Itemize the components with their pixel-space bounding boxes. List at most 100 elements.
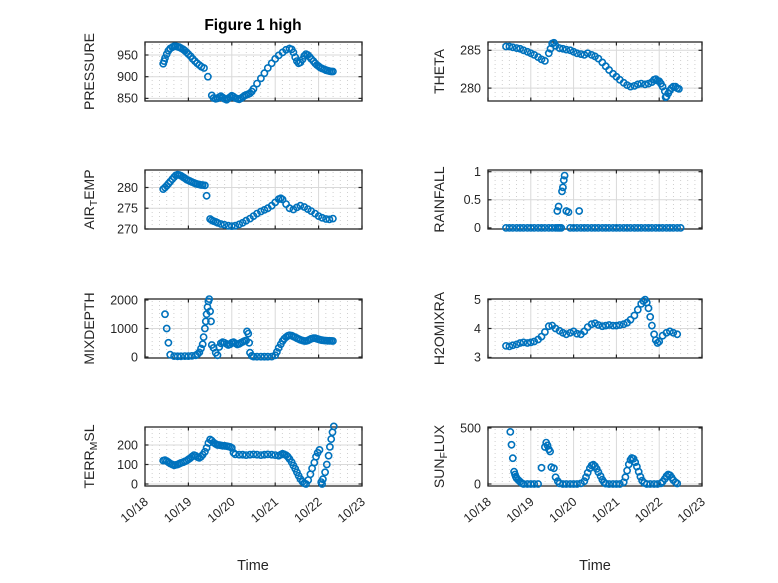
data-point [161,310,169,319]
data-point [615,223,624,232]
h2omixra-points [502,295,682,351]
data-point [302,480,310,488]
rainfall-points [502,171,685,232]
data-point [642,480,651,488]
data-point [666,223,674,232]
data-point [253,209,261,218]
data-point [633,305,642,314]
data-point [534,480,542,488]
data-point [216,220,225,228]
ylabel-rainfall: RAINFALL [431,166,447,232]
data-point [205,295,214,303]
data-point [227,222,236,230]
data-point [315,445,324,454]
ylabel-mixdepth: MIXDEPTH [81,292,97,364]
data-point [583,49,592,58]
data-point [646,312,655,321]
data-point [557,223,566,232]
x-tick-label: 10/19 [504,495,537,526]
data-point [328,337,337,345]
major-grid [145,42,362,101]
data-point [325,442,334,451]
data-point [615,480,624,488]
data-point [637,223,646,232]
data-point [626,82,635,91]
data-point [543,441,552,450]
data-point [519,480,528,488]
subplot-mixdepth: 0 1000 2000 MIXDEPTH [81,292,363,365]
ylabel-sun-flux: SUNFLUX [431,424,450,488]
data-point [519,338,528,347]
y-tick-label: 2000 [110,293,138,307]
y-tick-label: 100 [117,458,138,472]
y-tick-label: 5 [474,293,481,307]
data-point [245,338,254,347]
data-point [249,85,258,93]
ylabel-theta: THETA [431,48,447,94]
pressure-points [159,42,337,104]
y-tick-label: 900 [117,70,138,84]
data-point [612,480,621,488]
data-point [253,352,261,361]
data-point [562,45,571,54]
data-point [601,479,610,488]
data-point [637,79,646,88]
data-point [291,53,300,62]
data-point [516,339,524,347]
data-point [195,348,204,357]
data-point [198,340,207,349]
y-tick-label: 1000 [110,322,138,336]
y-tick-label: 275 [117,202,138,216]
theta-points [502,38,683,102]
data-point [537,223,546,232]
data-point [166,350,175,359]
data-point [318,213,326,222]
data-point [624,460,633,469]
data-point [512,44,521,52]
data-point [621,473,630,482]
data-point [669,223,678,232]
data-point [575,207,584,215]
y-tick-label: 285 [460,44,481,58]
data-point [550,464,558,473]
data-point [207,317,215,326]
data-point [202,191,211,200]
x-tick-label: 10/19 [161,495,194,526]
data-point [505,42,514,51]
data-point [573,49,581,58]
data-point [312,452,320,461]
x-tick-label: 10/20 [205,495,238,526]
data-point [300,52,309,60]
data-point [541,57,549,65]
xlabel-time-left: Time [237,558,269,574]
data-point [580,223,589,232]
data-point [675,85,683,93]
y-tick-label: 280 [460,81,481,95]
mixdepth-points [161,295,337,361]
axes-frame [144,426,363,487]
data-point [644,304,653,313]
data-point [526,223,535,232]
data-point [631,458,640,467]
data-point [580,477,589,486]
data-point [231,221,240,230]
data-point [206,307,214,316]
subplot-sun-flux: 0 500 SUNFLUX 10/18 10/19 10/20 10/21 10/22 10/2… [431,421,708,525]
data-point [573,480,581,488]
data-point [601,321,610,330]
x-tick-label: 10/22 [292,495,325,526]
data-point [318,480,326,488]
ylabel-pressure: PRESSURE [81,33,97,110]
data-point [630,311,639,320]
data-point [633,223,642,232]
data-point [559,176,568,184]
data-point [253,450,261,459]
data-point [554,202,563,211]
subplot-h2omixra: 3 4 5 H2OMIXRA [431,291,703,365]
data-point [246,450,254,459]
data-point [199,333,208,341]
data-point [318,475,327,484]
data-point [322,460,331,469]
data-point [242,216,250,225]
data-point [263,352,272,361]
